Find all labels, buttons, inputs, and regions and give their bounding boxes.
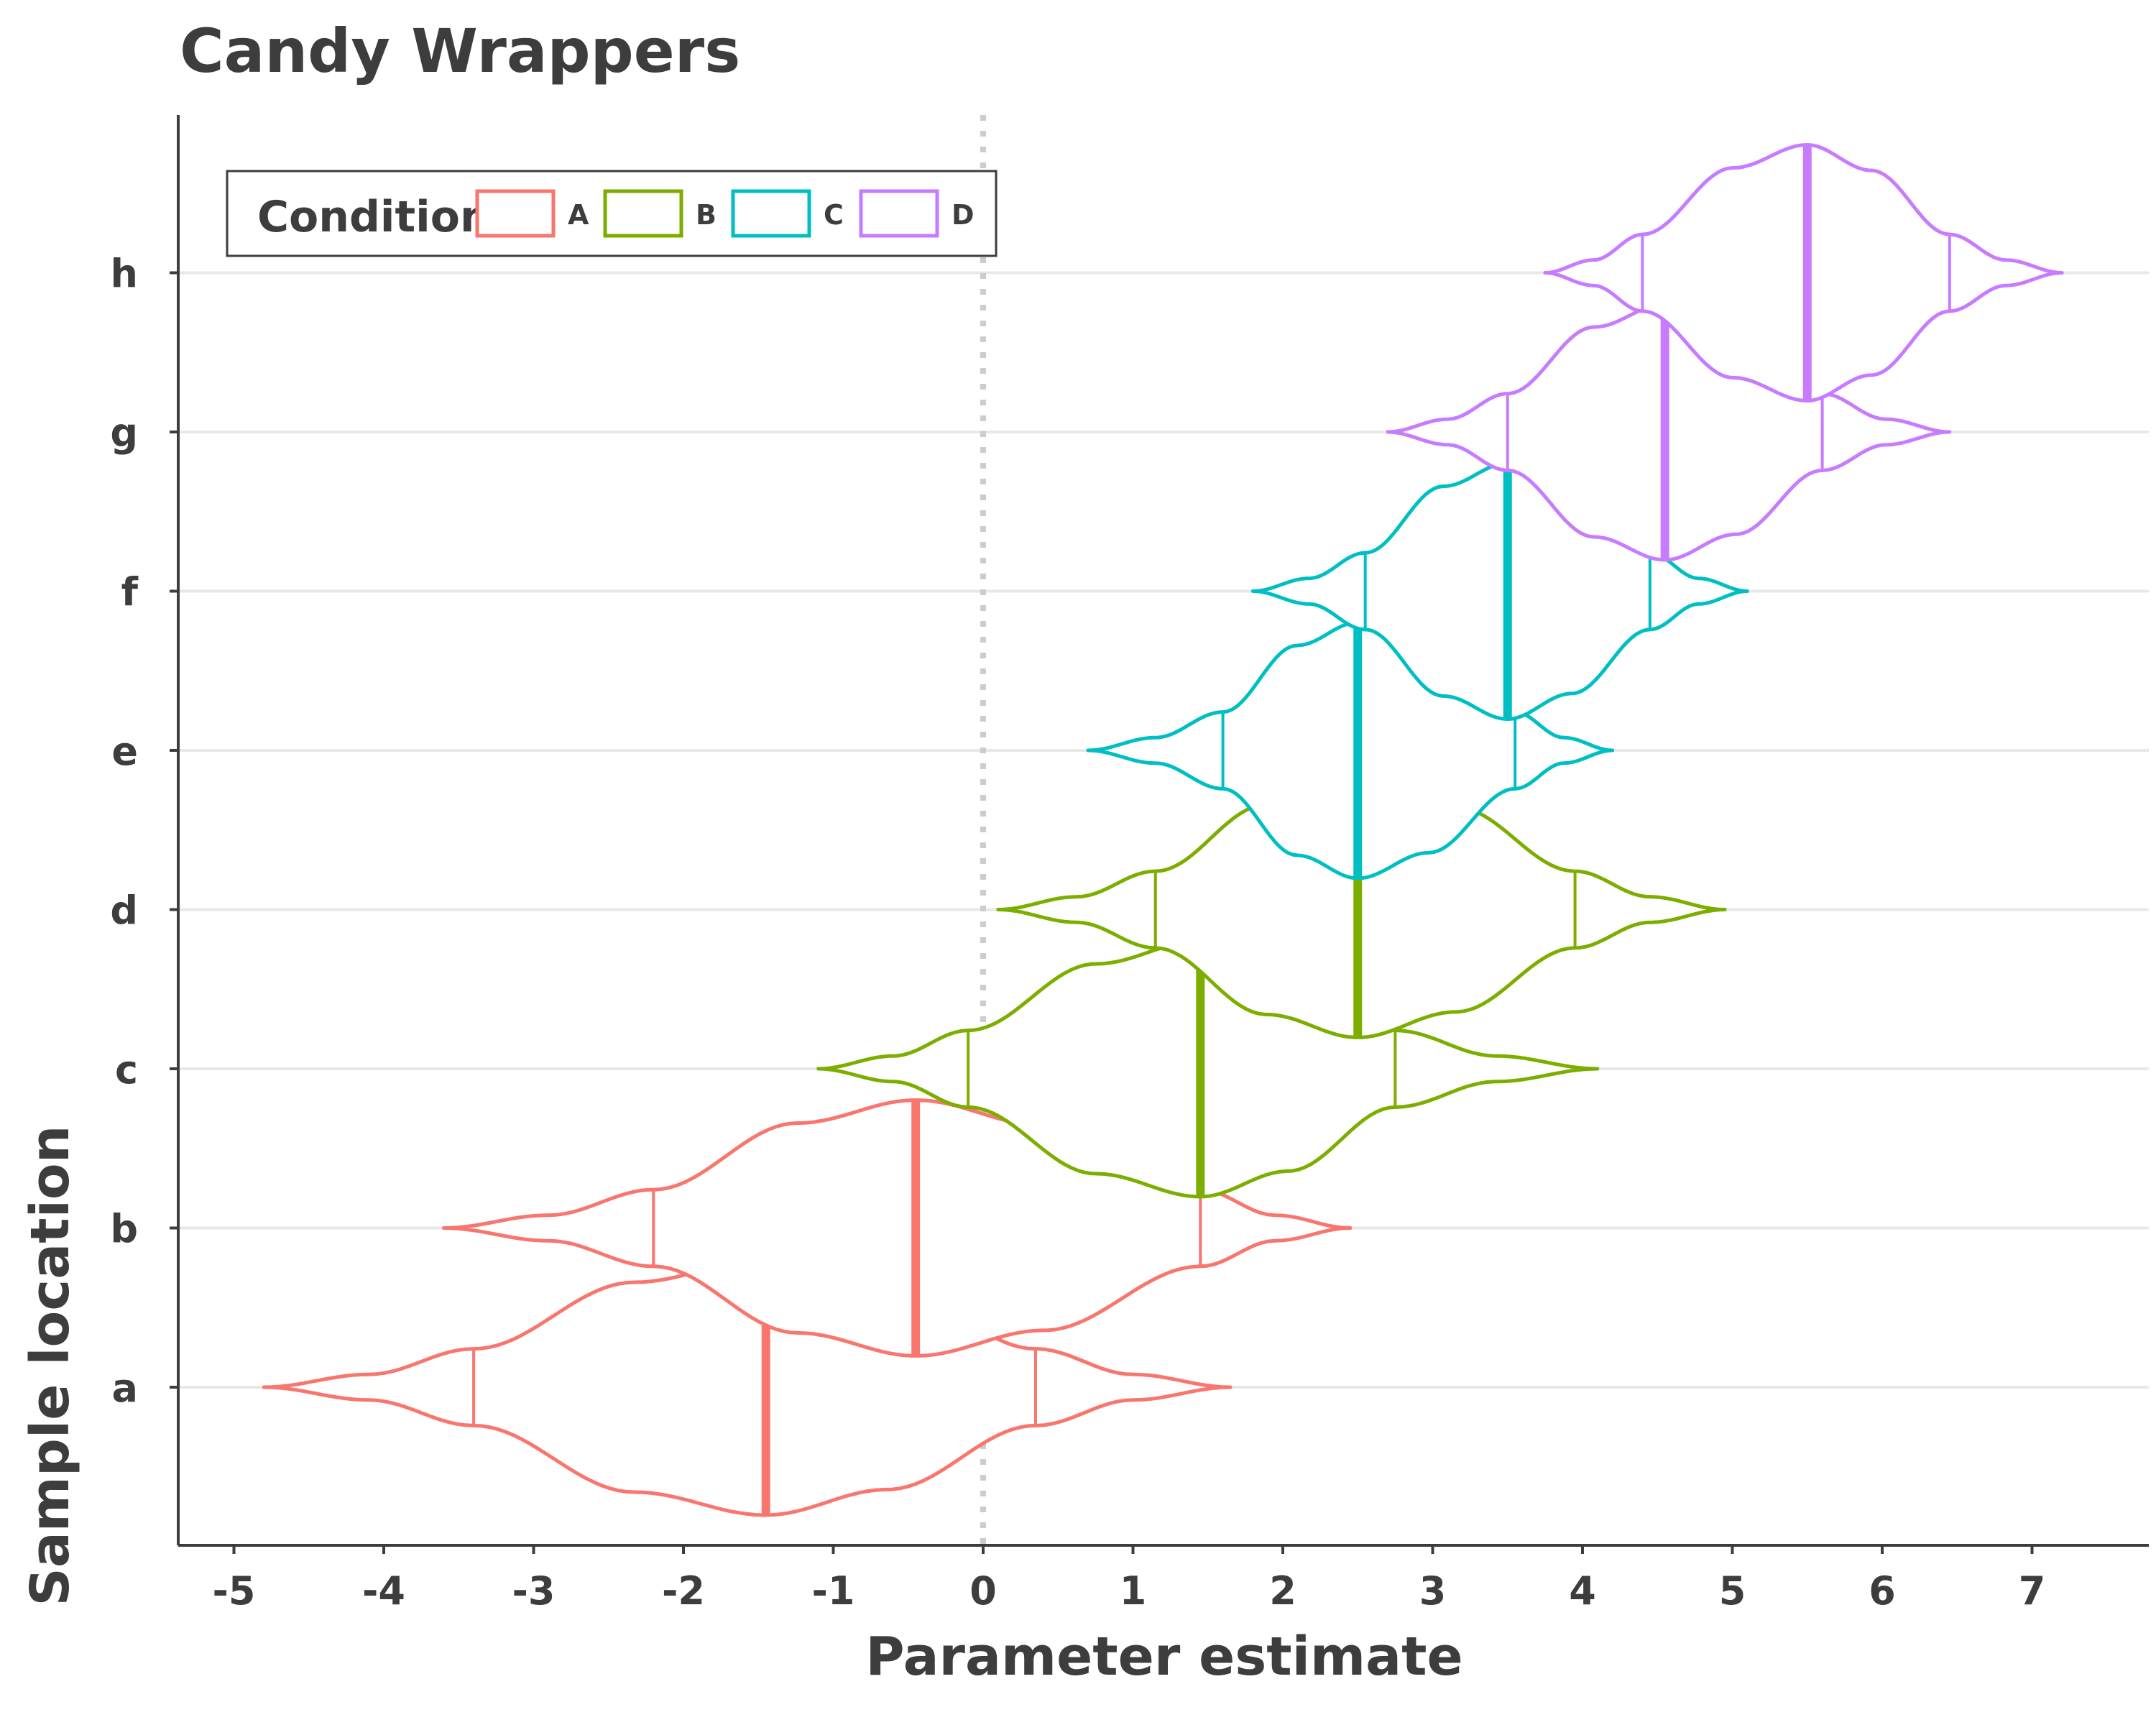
legend-label-B: B <box>696 199 717 231</box>
x-tick-label-7: 7 <box>2019 1568 2046 1614</box>
chart-title: Candy Wrappers <box>180 16 740 86</box>
violin-f <box>1250 461 1749 721</box>
legend-key-B <box>603 189 683 238</box>
legend-label-A: A <box>568 199 589 231</box>
x-tick-label-2: 2 <box>1269 1568 1296 1614</box>
y-tick-label-a: a <box>112 1366 138 1411</box>
y-tick-label-f: f <box>121 570 139 615</box>
legend-key-A <box>475 189 556 238</box>
violin-c <box>816 939 1600 1199</box>
x-axis-ticks: -5 -4 -3 -2 -1 0 1 2 3 4 5 6 7 <box>213 1545 2046 1614</box>
x-tick-label-4: 4 <box>1569 1568 1596 1614</box>
x-tick-label--2: -2 <box>662 1568 705 1614</box>
x-tick-label-3: 3 <box>1419 1568 1447 1614</box>
x-tick-label-5: 5 <box>1719 1568 1746 1614</box>
y-tick-label-e: e <box>111 729 138 774</box>
violins <box>262 143 2064 1517</box>
x-tick-label--1: -1 <box>812 1568 855 1614</box>
violin-a <box>262 1257 1233 1517</box>
legend-title: Condition <box>257 192 491 242</box>
y-tick-label-d: d <box>110 888 138 934</box>
y-axis-ticks: a b c d e f g h <box>110 252 178 1411</box>
x-tick-label-0: 0 <box>969 1568 997 1614</box>
x-tick-label-1: 1 <box>1120 1568 1147 1614</box>
y-tick-label-c: c <box>115 1047 138 1092</box>
legend: Condition A B C D <box>226 170 998 257</box>
y-axis-title: Sample location <box>19 1126 81 1606</box>
x-tick-label--4: -4 <box>362 1568 405 1614</box>
y-tick-label-h: h <box>111 252 138 297</box>
legend-key-C <box>731 189 811 238</box>
legend-key-D <box>859 189 939 238</box>
y-tick-label-b: b <box>110 1207 138 1252</box>
x-tick-label-6: 6 <box>1869 1568 1896 1614</box>
legend-label-D: D <box>952 199 975 231</box>
x-tick-label--5: -5 <box>213 1568 256 1614</box>
violin-e <box>1086 620 1615 880</box>
x-axis-title: Parameter estimate <box>865 1626 1462 1688</box>
x-tick-label--3: -3 <box>512 1568 556 1614</box>
legend-label-C: C <box>824 199 844 231</box>
y-tick-label-g: g <box>110 410 138 456</box>
legend-entries: A B C D <box>475 189 975 238</box>
